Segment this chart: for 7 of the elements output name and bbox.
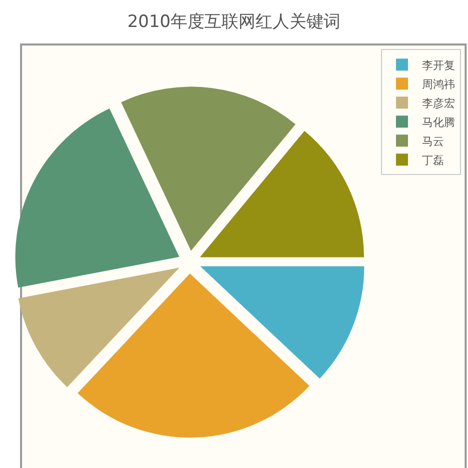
legend-label: 丁磊 [422, 154, 444, 167]
legend-label: 马化腾 [422, 116, 455, 129]
legend-label: 李开复 [422, 58, 455, 72]
chart-title: 2010年度互联网红人关键词 [127, 12, 341, 32]
legend-label: 马云 [422, 134, 444, 148]
legend-label: 李彦宏 [422, 96, 455, 110]
legend-label: 周鸿祎 [422, 78, 455, 91]
